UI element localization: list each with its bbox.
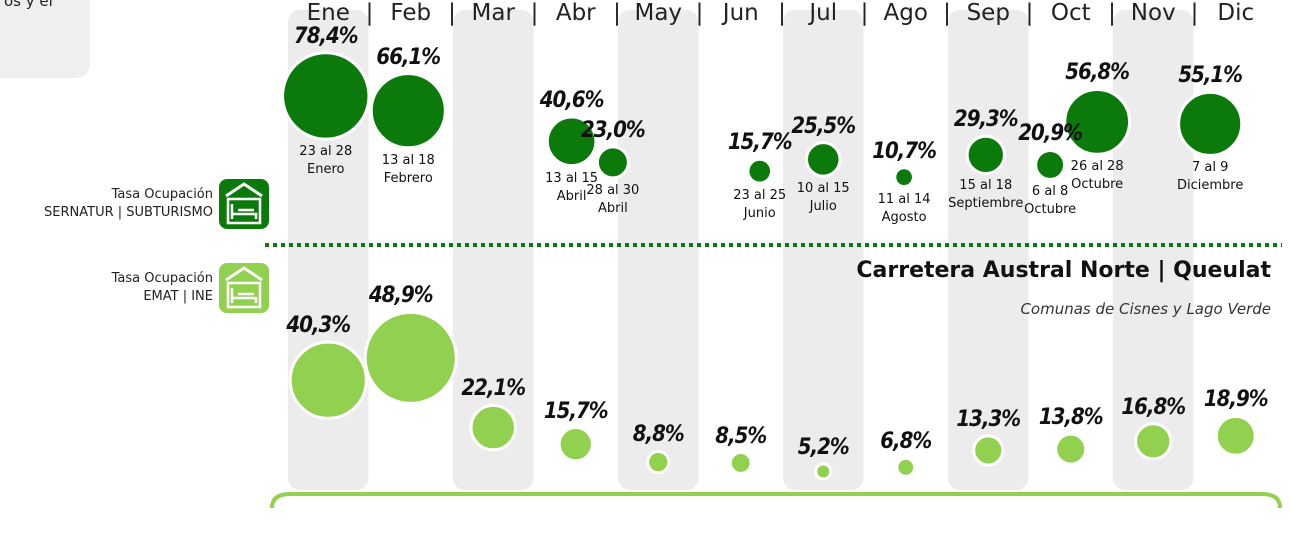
x-tick-label: Oct bbox=[1050, 0, 1091, 26]
bubble bbox=[1214, 414, 1257, 457]
data-label: 29,3% bbox=[953, 107, 1019, 133]
x-tick-label: Jun bbox=[722, 0, 759, 26]
month-column bbox=[783, 10, 864, 490]
date-label: 26 al 28 Octubre bbox=[1070, 159, 1124, 193]
legend-icon bbox=[219, 179, 269, 229]
bubble bbox=[965, 134, 1006, 175]
bubble bbox=[895, 456, 917, 478]
x-tick-label: Mar bbox=[471, 0, 515, 26]
bubble bbox=[1134, 422, 1173, 461]
legend-label: Tasa Ocupación SERNATUR | SUBTURISMO bbox=[44, 187, 213, 220]
bubble bbox=[646, 449, 671, 475]
bubble bbox=[805, 141, 842, 178]
bubble bbox=[814, 462, 833, 481]
data-label: 15,7% bbox=[543, 398, 609, 424]
data-label: 20,9% bbox=[1018, 121, 1083, 147]
chart-title: Carretera Austral Norte | Queulat bbox=[856, 258, 1271, 283]
separator: | bbox=[1108, 0, 1116, 26]
separator: | bbox=[1190, 0, 1199, 26]
x-tick-label: Feb bbox=[390, 0, 432, 26]
x-tick-label: Sep bbox=[966, 0, 1010, 26]
bubble bbox=[363, 310, 458, 405]
data-label: 23,0% bbox=[581, 117, 646, 143]
data-label: 16,8% bbox=[1121, 394, 1186, 420]
separator: | bbox=[860, 0, 869, 26]
separator: | bbox=[695, 0, 704, 26]
separator: | bbox=[943, 0, 951, 26]
data-label: 25,5% bbox=[791, 113, 856, 139]
bubble bbox=[557, 426, 594, 463]
x-tick-label: Abr bbox=[555, 0, 596, 26]
data-label: 22,1% bbox=[461, 376, 526, 402]
separator: | bbox=[530, 0, 539, 26]
date-label: 23 al 28 Enero bbox=[299, 144, 353, 178]
axis-bracket bbox=[270, 492, 1282, 509]
data-label: 15,7% bbox=[727, 130, 793, 156]
separator: | bbox=[365, 0, 374, 26]
separator: | bbox=[448, 0, 456, 26]
separator: | bbox=[613, 0, 621, 26]
bubble bbox=[746, 157, 774, 185]
data-label: 10,7% bbox=[872, 138, 937, 164]
x-tick-label: May bbox=[634, 0, 683, 26]
bubble bbox=[369, 72, 447, 150]
data-label: 66,1% bbox=[376, 44, 441, 70]
date-label: 6 al 8 Octubre bbox=[1024, 184, 1077, 218]
bubble bbox=[281, 51, 371, 141]
month-column bbox=[618, 10, 699, 490]
data-label: 40,3% bbox=[286, 313, 351, 339]
legend-icon bbox=[219, 263, 269, 313]
month-column bbox=[948, 10, 1029, 490]
bubble bbox=[595, 145, 630, 180]
x-tick-label: Ene bbox=[306, 0, 350, 26]
date-label: 7 al 9 Diciembre bbox=[1176, 160, 1244, 194]
x-tick-label: Dic bbox=[1217, 0, 1255, 26]
bubble bbox=[1177, 90, 1244, 157]
separator: | bbox=[778, 0, 786, 26]
bubble bbox=[545, 115, 598, 168]
bubble bbox=[1063, 87, 1132, 156]
corner-text: os y el bbox=[4, 0, 53, 10]
data-label: 13,8% bbox=[1038, 405, 1104, 431]
data-label: 6,8% bbox=[880, 429, 932, 455]
legend-label: Tasa Ocupación EMAT | INE bbox=[111, 271, 213, 304]
bubble bbox=[728, 451, 753, 475]
x-tick-label: Nov bbox=[1130, 0, 1176, 26]
month-column bbox=[1113, 10, 1194, 490]
data-label: 8,5% bbox=[715, 423, 767, 449]
separator: | bbox=[1025, 0, 1034, 26]
x-tick-label: Jul bbox=[809, 0, 838, 26]
data-label: 8,8% bbox=[632, 422, 685, 448]
bubble bbox=[972, 434, 1005, 467]
data-label: 18,9% bbox=[1203, 387, 1269, 413]
x-tick-label: Ago bbox=[883, 0, 928, 26]
data-label: 78,4% bbox=[293, 23, 359, 49]
date-label: 28 al 30 Abril bbox=[586, 182, 640, 216]
date-label: 13 al 15 Abril bbox=[545, 170, 599, 204]
bubble bbox=[469, 403, 517, 452]
bubble bbox=[288, 340, 368, 420]
bubble bbox=[1034, 148, 1067, 181]
date-label: 10 al 15 Julio bbox=[796, 181, 850, 215]
bubble bbox=[893, 166, 915, 189]
data-label: 56,8% bbox=[1065, 60, 1130, 86]
data-label: 48,9% bbox=[368, 283, 434, 309]
corner-box bbox=[0, 0, 90, 78]
bubble bbox=[1054, 432, 1088, 466]
data-label: 13,3% bbox=[956, 406, 1021, 432]
data-label: 55,1% bbox=[1178, 63, 1243, 89]
data-label: 5,2% bbox=[797, 434, 850, 460]
date-label: 13 al 18 Febrero bbox=[381, 152, 435, 186]
chart-subtitle: Comunas de Cisnes y Lago Verde bbox=[1020, 300, 1271, 318]
date-label: 23 al 25 Junio bbox=[733, 188, 787, 221]
date-label: 15 al 18 Septiembre bbox=[948, 178, 1024, 212]
data-label: 40,6% bbox=[539, 87, 605, 113]
date-label: 11 al 14 Agosto bbox=[877, 191, 931, 225]
month-column bbox=[453, 10, 534, 490]
